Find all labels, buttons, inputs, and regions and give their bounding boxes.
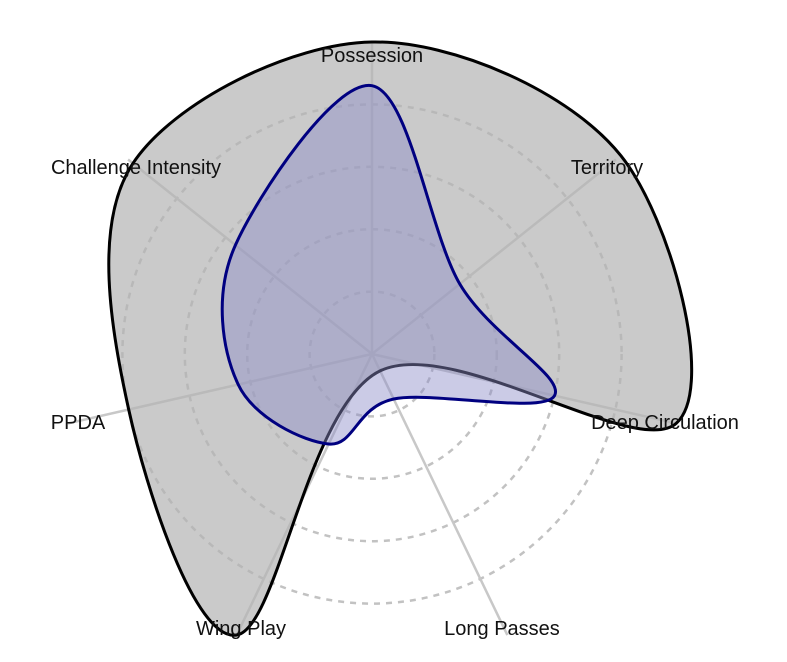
axis-label-long-passes: Long Passes (444, 618, 560, 640)
axis-label-ppda: PPDA (51, 412, 106, 434)
axis-labels: Possession Territory Deep Circulation Long … (51, 45, 739, 640)
axis-label-deep-circulation: Deep Circulation (591, 412, 739, 434)
axis-label-wing-play: Wing Play (196, 618, 286, 640)
axis-label-challenge-intensity: Challenge Intensity (51, 157, 221, 179)
spoke-long-passes (370, 353, 509, 636)
series-1-area (107, 40, 694, 637)
series-layer (107, 40, 694, 637)
axis-label-territory: Territory (571, 157, 643, 179)
series-2-area (220, 84, 558, 446)
axis-label-possession: Possession (321, 45, 423, 67)
